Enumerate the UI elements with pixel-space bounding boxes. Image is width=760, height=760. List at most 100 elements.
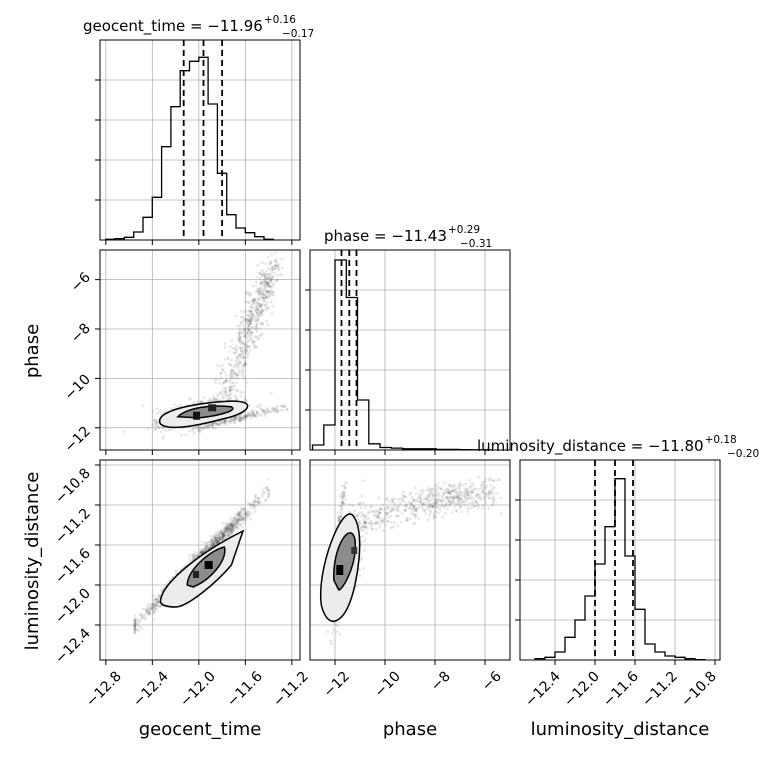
scatter-point — [461, 483, 465, 487]
scatter-point — [261, 295, 265, 299]
scatter-point — [157, 594, 161, 598]
scatter-point — [482, 498, 486, 502]
scatter-point — [396, 505, 399, 509]
scatter-point — [228, 527, 232, 531]
scatter-point — [218, 422, 222, 426]
scatter-point — [252, 315, 256, 318]
scatter-point — [153, 598, 156, 601]
scatter-point — [242, 355, 245, 358]
scatter-point — [448, 503, 452, 507]
scatter-point — [329, 639, 332, 643]
scatter-point — [245, 321, 249, 325]
scatter-point — [273, 271, 277, 275]
scatter-point — [276, 264, 279, 268]
scatter-point — [227, 527, 231, 530]
scatter-point — [152, 419, 156, 422]
scatter-point — [255, 410, 259, 414]
scatter-point — [230, 419, 234, 423]
scatter-point — [258, 304, 262, 308]
scatter-point — [236, 518, 240, 522]
scatter-point — [235, 525, 238, 529]
scatter-point — [347, 607, 351, 611]
scatter-point — [268, 280, 272, 284]
scatter-point — [133, 631, 137, 635]
scatter-point — [413, 513, 417, 517]
scatter-point — [432, 494, 435, 497]
scatter-point — [248, 294, 251, 298]
scatter-point — [243, 399, 247, 402]
scatter-point — [240, 507, 244, 511]
scatter-point — [271, 276, 274, 280]
scatter-point — [235, 520, 239, 523]
scatter-point — [487, 478, 491, 482]
xtick-label: −12.4 — [130, 668, 172, 710]
scatter-point — [238, 414, 242, 418]
scatter-point — [261, 322, 264, 325]
scatter-point — [244, 510, 248, 514]
scatter-point — [348, 510, 351, 513]
scatter-point — [242, 362, 246, 366]
scatter-point — [218, 536, 222, 540]
scatter-point — [244, 309, 248, 313]
scatter-point — [228, 364, 232, 367]
scatter-point — [358, 522, 362, 526]
scatter-point — [237, 354, 241, 357]
scatter-point — [263, 273, 266, 276]
scatter-point — [216, 540, 219, 543]
scatter-point — [433, 502, 437, 506]
scatter-point — [144, 608, 148, 612]
scatter-point — [368, 522, 372, 525]
scatter-point — [376, 514, 379, 518]
scatter-point — [223, 534, 227, 537]
scatter-point — [262, 299, 266, 303]
scatter-point — [137, 618, 141, 622]
scatter-point — [213, 540, 216, 544]
scatter-point — [239, 321, 243, 324]
scatter-point — [158, 605, 161, 608]
scatter-point — [219, 538, 223, 541]
scatter-point — [438, 504, 442, 508]
scatter-point — [491, 490, 494, 494]
scatter-point — [231, 372, 235, 375]
scatter-point — [242, 327, 246, 330]
scatter-point — [250, 409, 254, 413]
scatter-point — [363, 506, 367, 509]
scatter-point — [360, 556, 364, 560]
ytick-label: −10.8 — [52, 466, 94, 508]
scatter-point — [226, 527, 230, 530]
scatter-point — [262, 296, 266, 300]
scatter-point — [256, 306, 259, 310]
scatter-point — [471, 496, 475, 500]
scatter-point — [231, 526, 235, 529]
scatter-point — [238, 419, 242, 422]
scatter-point — [213, 533, 217, 537]
scatter-point — [211, 543, 215, 546]
scatter-point — [244, 512, 248, 515]
scatter-point — [235, 517, 239, 520]
scatter-point — [259, 287, 263, 291]
scatter-point — [133, 623, 137, 627]
scatter-point — [419, 501, 423, 504]
scatter-point — [188, 398, 192, 401]
scatter-point — [216, 539, 220, 543]
scatter-point — [237, 331, 241, 334]
scatter-point — [156, 600, 160, 604]
scatter-point — [212, 542, 215, 546]
contour-inner — [176, 405, 234, 419]
scatter-point — [242, 416, 246, 420]
scatter-point — [249, 504, 253, 507]
ytick-label: −11.6 — [52, 545, 94, 587]
scatter-point — [441, 515, 444, 519]
scatter-point — [369, 510, 373, 513]
contour-inner — [333, 532, 356, 591]
scatter-point — [245, 340, 249, 344]
scatter-point — [414, 515, 417, 519]
scatter-point — [245, 331, 249, 334]
scatter-point — [457, 496, 460, 500]
scatter-point — [211, 541, 215, 545]
scatter-point — [234, 418, 238, 422]
scatter-point — [223, 419, 227, 423]
scatter-point — [431, 506, 435, 510]
scatter-point — [441, 494, 445, 498]
scatter-point — [237, 338, 241, 342]
